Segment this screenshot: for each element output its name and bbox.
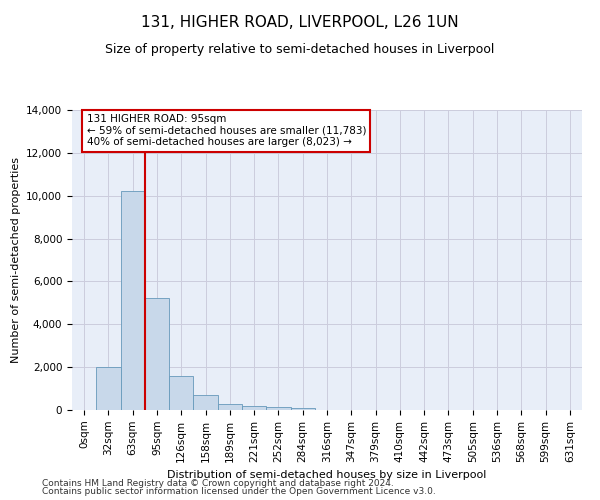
Text: 131, HIGHER ROAD, LIVERPOOL, L26 1UN: 131, HIGHER ROAD, LIVERPOOL, L26 1UN <box>141 15 459 30</box>
X-axis label: Distribution of semi-detached houses by size in Liverpool: Distribution of semi-detached houses by … <box>167 470 487 480</box>
Bar <box>266 407 290 410</box>
Text: Contains public sector information licensed under the Open Government Licence v3: Contains public sector information licen… <box>42 487 436 496</box>
Bar <box>242 406 266 410</box>
Bar <box>169 376 193 410</box>
Y-axis label: Number of semi-detached properties: Number of semi-detached properties <box>11 157 20 363</box>
Bar <box>290 408 315 410</box>
Bar <box>145 298 169 410</box>
Bar <box>218 404 242 410</box>
Text: Contains HM Land Registry data © Crown copyright and database right 2024.: Contains HM Land Registry data © Crown c… <box>42 478 394 488</box>
Text: 131 HIGHER ROAD: 95sqm
← 59% of semi-detached houses are smaller (11,783)
40% of: 131 HIGHER ROAD: 95sqm ← 59% of semi-det… <box>86 114 366 148</box>
Bar <box>193 395 218 410</box>
Bar <box>121 192 145 410</box>
Text: Size of property relative to semi-detached houses in Liverpool: Size of property relative to semi-detach… <box>106 42 494 56</box>
Bar <box>96 367 121 410</box>
